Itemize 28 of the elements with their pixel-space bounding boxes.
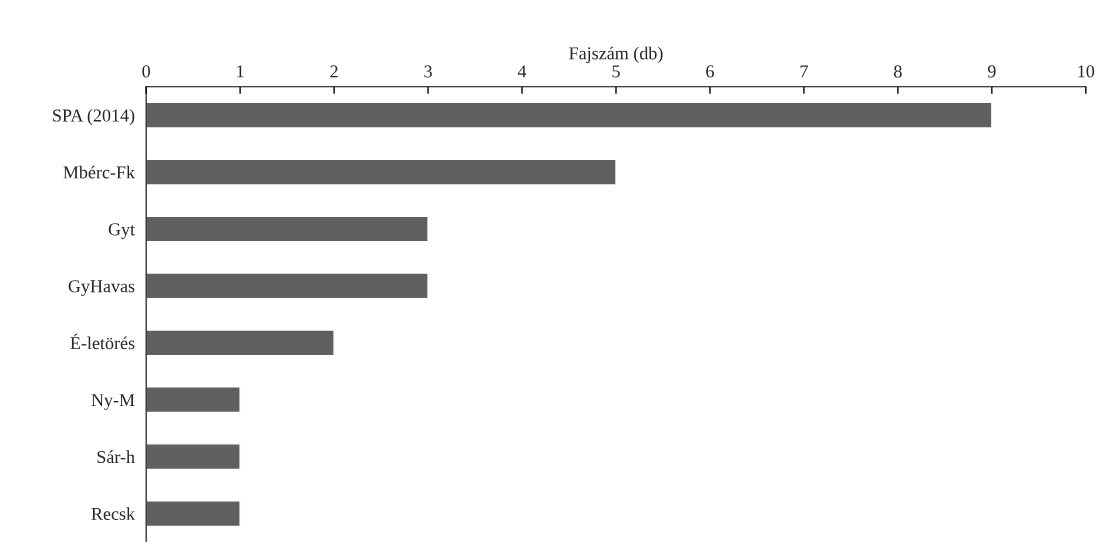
bar — [146, 158, 617, 186]
x-tick-label: 1 — [237, 65, 244, 78]
bar — [146, 500, 241, 528]
x-tick-label: 5 — [612, 65, 620, 78]
x-tick-label: 9 — [987, 65, 996, 78]
x-tick-label: 6 — [706, 65, 714, 78]
x-tick-label: 4 — [517, 65, 527, 78]
bar — [146, 386, 241, 414]
y-tick-label: Gyt — [108, 223, 135, 240]
y-tick-label: Recsk — [91, 507, 136, 520]
x-tick-label: 8 — [894, 65, 902, 78]
y-tick-label: SPA (2014) — [53, 108, 135, 126]
x-tick-label: 2 — [330, 65, 338, 78]
x-axis-title: Fajszám (db) — [569, 46, 663, 64]
y-tick-label: GyHavas — [68, 280, 135, 297]
bar — [146, 101, 993, 129]
y-tick-label: Ny-M — [91, 394, 135, 410]
bar — [146, 443, 241, 471]
x-tick-label: 3 — [424, 65, 432, 78]
bar — [146, 329, 335, 357]
x-tick-label: 10 — [1078, 65, 1095, 78]
y-tick-label: É-letörés — [70, 333, 135, 350]
x-tick-label: 0 — [142, 65, 150, 78]
bar — [146, 215, 429, 243]
y-tick-label: Mbérc-Fk — [63, 165, 136, 179]
bar — [146, 272, 429, 300]
y-tick-label: Sár-h — [97, 450, 135, 464]
x-tick-label: 7 — [800, 65, 808, 78]
